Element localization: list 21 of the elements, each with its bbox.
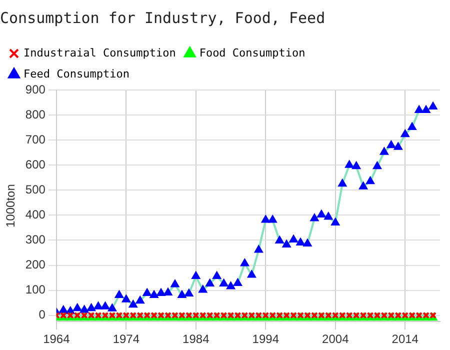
y-tick-label: 700 [25, 132, 46, 146]
x-tick-label: 1984 [182, 332, 210, 346]
y-tick-label: 600 [25, 157, 46, 172]
y-tick-label: 400 [25, 208, 46, 222]
chart-title: Consumption for Industry, Food, Feed [0, 8, 326, 27]
y-tick-label: 200 [25, 258, 46, 272]
legend-label: Industraial Consumption [24, 46, 176, 60]
x-tick-label: 1974 [112, 332, 140, 346]
y-tick-label: 900 [25, 82, 46, 96]
y-tick-label: 300 [25, 232, 46, 247]
y-tick-label: 0 [38, 308, 46, 322]
y-tick-label: 800 [25, 107, 46, 122]
y-tick-label: 500 [25, 182, 46, 196]
x-tick-label: 2004 [322, 332, 350, 346]
legend-label: Feed Consumption [24, 67, 130, 80]
y-tick-label: 100 [25, 282, 46, 297]
legend-label: Food Consumption [199, 46, 306, 60]
y-axis-title: 1000ton [4, 184, 18, 228]
x-tick-label: 1964 [43, 332, 70, 346]
x-tick-label: 2014 [392, 332, 419, 346]
x-tick-label: 1994 [252, 332, 280, 346]
